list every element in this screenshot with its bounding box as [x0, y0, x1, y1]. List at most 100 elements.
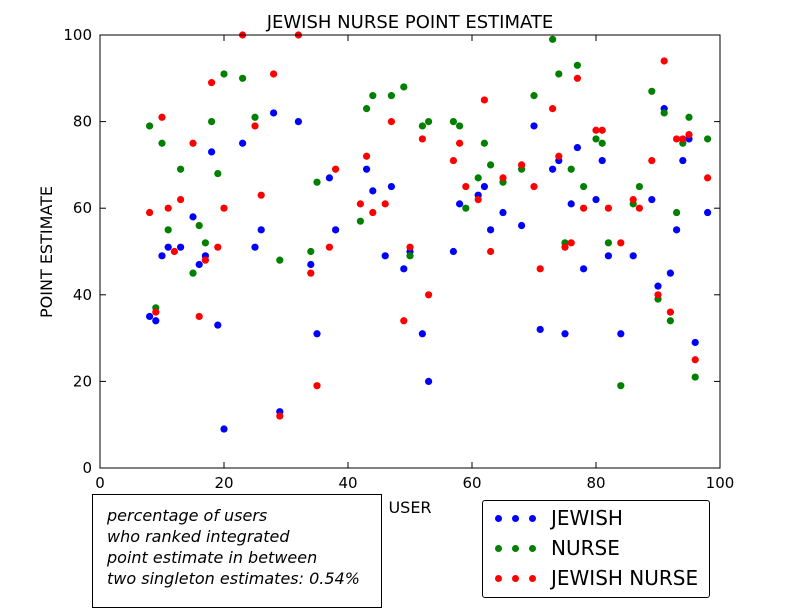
point-nurse	[425, 118, 433, 126]
annotation-line: percentage of users	[107, 506, 268, 525]
point-nurse	[456, 122, 464, 130]
point-jewish-nurse	[189, 139, 197, 147]
point-jewish	[679, 156, 687, 165]
point-jewish	[549, 165, 557, 173]
point-jewish-nurse	[549, 105, 557, 113]
point-jewish-nurse	[704, 174, 712, 182]
point-jewish	[425, 377, 433, 385]
point-jewish	[691, 338, 699, 347]
point-jewish	[239, 139, 247, 147]
point-nurse	[201, 239, 209, 247]
point-jewish-nurse	[666, 308, 675, 316]
annotation-box: percentage of users who ranked integrate…	[92, 494, 382, 608]
legend: JEWISH NURSE JEWISH NURSE	[482, 500, 710, 598]
point-jewish	[480, 182, 488, 191]
point-nurse	[158, 139, 166, 147]
x-tick-label: 80	[586, 474, 605, 492]
point-jewish-nurse	[356, 200, 364, 208]
point-jewish-nurse	[573, 74, 582, 82]
point-nurse	[617, 382, 625, 390]
x-tick-label: 20	[214, 474, 233, 492]
point-jewish-nurse	[617, 239, 625, 247]
point-jewish	[536, 325, 544, 334]
point-jewish	[158, 252, 166, 260]
point-jewish	[499, 208, 507, 217]
point-jewish	[592, 195, 600, 204]
point-jewish-nurse	[660, 57, 668, 65]
point-jewish-nurse	[499, 174, 507, 182]
point-jewish	[673, 226, 681, 234]
point-jewish-nurse	[456, 139, 464, 147]
point-jewish-nurse	[462, 182, 470, 191]
point-jewish-nurse	[177, 195, 185, 204]
x-tick-label: 40	[338, 474, 357, 492]
annotation-line: point estimate in between	[107, 548, 318, 567]
point-jewish	[177, 243, 185, 251]
legend-label: JEWISH NURSE	[551, 566, 699, 590]
point-nurse	[387, 92, 395, 100]
point-jewish-nurse	[629, 195, 637, 204]
point-jewish	[487, 226, 495, 234]
point-jewish	[164, 243, 172, 251]
point-jewish	[456, 200, 464, 208]
point-jewish	[617, 330, 625, 338]
point-jewish-nurse	[369, 208, 377, 217]
point-nurse	[635, 182, 644, 191]
point-jewish	[332, 226, 340, 234]
point-jewish	[251, 243, 259, 251]
point-jewish-nurse	[220, 204, 228, 212]
point-jewish	[654, 282, 662, 290]
point-jewish-nurse	[257, 191, 265, 199]
point-jewish	[400, 265, 408, 273]
x-tick-label: 60	[462, 474, 481, 492]
point-jewish-nurse	[518, 161, 526, 169]
point-nurse	[648, 87, 656, 95]
point-jewish	[604, 252, 613, 260]
y-tick-label: 40	[73, 286, 92, 304]
point-jewish	[580, 265, 588, 273]
point-jewish-nurse	[332, 165, 340, 173]
point-jewish	[387, 182, 395, 191]
point-jewish-nurse	[679, 135, 687, 143]
point-nurse	[604, 239, 613, 247]
point-jewish-nurse	[201, 256, 209, 264]
point-jewish-nurse	[567, 239, 575, 247]
point-jewish-nurse	[673, 135, 681, 143]
point-jewish-nurse	[487, 247, 495, 256]
legend-item-jewish-nurse: JEWISH NURSE	[491, 563, 698, 593]
point-jewish-nurse	[685, 130, 693, 139]
point-jewish	[381, 252, 389, 260]
point-nurse	[530, 92, 538, 100]
point-jewish	[369, 187, 377, 195]
point-jewish	[449, 247, 457, 256]
point-nurse	[666, 317, 675, 325]
point-nurse	[449, 118, 457, 126]
point-jewish	[313, 330, 321, 338]
point-nurse	[567, 165, 575, 173]
point-nurse	[691, 373, 699, 381]
legend-marker-jewish-nurse	[491, 563, 545, 593]
point-jewish-nurse	[208, 79, 216, 87]
point-nurse	[220, 70, 228, 78]
point-jewish	[294, 118, 302, 126]
point-jewish-nurse	[387, 118, 395, 126]
point-jewish	[146, 312, 154, 321]
point-jewish-nurse	[530, 182, 538, 191]
point-nurse	[195, 221, 203, 230]
point-jewish-nurse	[654, 291, 662, 299]
point-jewish-nurse	[251, 122, 259, 130]
point-jewish-nurse	[418, 135, 426, 143]
point-jewish-nurse	[307, 269, 315, 277]
point-jewish	[189, 213, 197, 221]
legend-item-nurse: NURSE	[491, 533, 620, 563]
point-nurse	[704, 135, 712, 143]
point-jewish-nurse	[313, 382, 321, 390]
y-axis-label: POINT ESTIMATE	[37, 186, 56, 318]
y-tick-label: 80	[73, 113, 92, 131]
point-jewish-nurse	[604, 204, 613, 212]
point-jewish-nurse	[406, 243, 414, 251]
point-jewish	[418, 330, 426, 338]
point-nurse	[673, 208, 681, 217]
annotation-line: who ranked integrated	[107, 527, 290, 546]
